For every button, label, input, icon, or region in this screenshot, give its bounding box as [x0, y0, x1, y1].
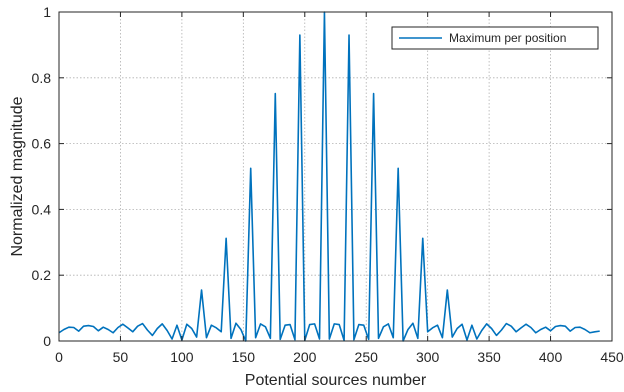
- y-tick-label: 0.4: [32, 201, 52, 217]
- grid: [59, 12, 612, 341]
- y-tick-label: 0.8: [32, 70, 52, 86]
- y-axis-label: Normalized magnitude: [9, 96, 26, 256]
- y-tick-label: 0.2: [32, 267, 52, 283]
- plot-frame: [58, 11, 613, 342]
- x-tick-label: 250: [355, 349, 379, 365]
- x-tick-label: 200: [293, 349, 317, 365]
- y-tick-labels: 0 0.2 0.4 0.6 0.8 1: [32, 4, 52, 349]
- plot-background: [59, 12, 612, 341]
- series-line: [58, 11, 600, 342]
- x-tick-label: 100: [170, 349, 194, 365]
- y-tick-label: 1: [43, 4, 51, 20]
- x-axis-label: Potential sources number: [245, 372, 427, 389]
- y-tick-label: 0.6: [32, 136, 52, 152]
- legend-label: Maximum per position: [449, 31, 566, 45]
- x-tick-label: 450: [600, 349, 624, 365]
- y-tick-label: 0: [43, 333, 51, 349]
- x-tick-label: 50: [113, 349, 129, 365]
- legend: Maximum per position: [391, 26, 599, 50]
- x-tick-label: 0: [55, 349, 63, 365]
- x-tick-label: 350: [477, 349, 501, 365]
- x-tick-labels: 0 50 100 150 200 250 300 350 400 450: [55, 349, 624, 365]
- legend-box: [391, 26, 599, 50]
- x-tick-label: 300: [416, 349, 440, 365]
- x-tick-label: 150: [232, 349, 256, 365]
- x-tick-label: 400: [539, 349, 563, 365]
- tick-marks: [58, 11, 613, 342]
- series-layer: [58, 11, 600, 342]
